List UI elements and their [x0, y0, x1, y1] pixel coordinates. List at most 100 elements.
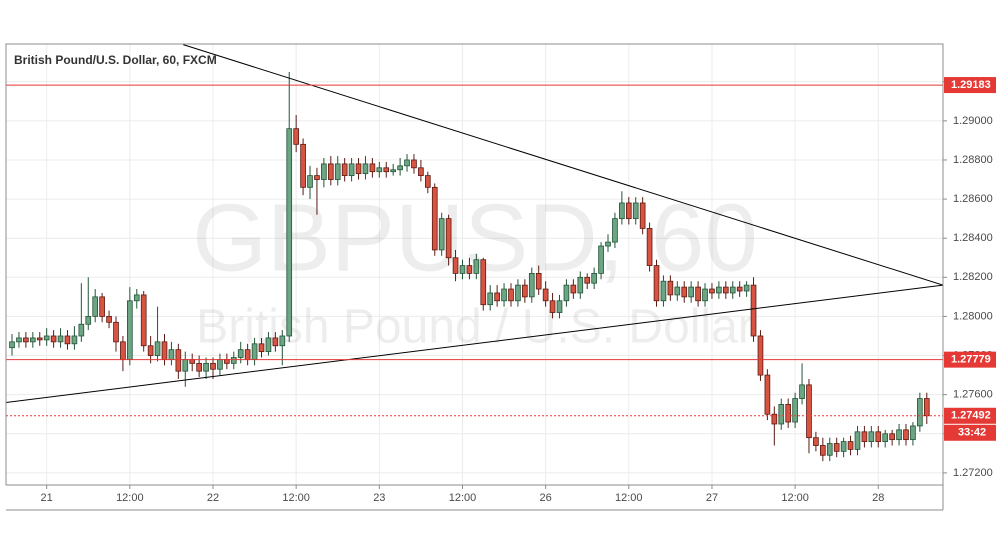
candle-body: [716, 286, 722, 294]
candle-body: [106, 316, 112, 323]
candle-body: [272, 337, 279, 347]
candle-body: [57, 335, 64, 343]
x-tick-label: 12:00: [781, 492, 809, 504]
candle-body: [120, 341, 126, 360]
candle-body: [334, 163, 341, 180]
candle-body: [501, 288, 507, 302]
candle-body: [113, 321, 119, 343]
candle-body: [591, 272, 597, 284]
candle-body: [820, 445, 826, 456]
candle-body: [549, 300, 556, 313]
candle-body: [78, 323, 85, 337]
candle-body: [314, 175, 320, 180]
candle-body: [341, 163, 348, 177]
y-tick-label: 1.28800: [953, 154, 993, 166]
candle-body: [584, 276, 591, 284]
candle-body: [882, 433, 889, 442]
candle-body: [9, 341, 15, 349]
candle-body: [722, 286, 729, 294]
x-tick-label: 28: [872, 492, 884, 504]
price-level-box: [944, 351, 996, 368]
candle-body: [244, 349, 251, 360]
candle-body: [390, 169, 397, 173]
candle-body: [792, 398, 798, 423]
candle-body: [355, 163, 362, 175]
candle-body: [840, 441, 847, 452]
candle-body: [771, 413, 778, 425]
candle-body: [799, 384, 805, 399]
x-tick-label: 12:00: [116, 492, 144, 504]
candle-body: [404, 159, 410, 167]
candle-body: [910, 425, 916, 441]
candle-body: [542, 288, 549, 302]
candle-body: [321, 163, 327, 180]
candle-body: [459, 265, 466, 274]
candle-body: [688, 286, 694, 298]
candle-body: [889, 433, 895, 441]
candle-body: [307, 175, 313, 188]
candle-body: [431, 186, 438, 251]
candle-body: [702, 288, 708, 302]
price-level-label: 1.29183: [951, 79, 991, 91]
candle-body: [300, 143, 306, 188]
candle-body: [577, 276, 584, 294]
candle-body: [182, 359, 189, 372]
x-tick-label: 23: [373, 492, 385, 504]
candle-body: [695, 286, 701, 302]
trend-line: [6, 284, 943, 403]
x-tick-label: 22: [207, 492, 219, 504]
candle-body: [785, 404, 792, 423]
y-tick-label: 1.28600: [953, 193, 993, 205]
candle-body: [411, 159, 417, 169]
candle-body: [826, 443, 833, 456]
x-tick-label: 21: [41, 492, 53, 504]
candle-body: [196, 362, 202, 372]
candle-body: [868, 431, 875, 442]
candle-body: [660, 280, 667, 302]
candle-body: [279, 335, 286, 347]
candle-body: [210, 362, 216, 370]
candle-body: [327, 163, 334, 180]
candle-body: [438, 218, 445, 251]
candle-body: [854, 431, 861, 450]
axes: 1.272001.274001.276001.278001.280001.282…: [41, 76, 996, 504]
candle-body: [258, 343, 265, 353]
candle-body: [563, 284, 570, 302]
candle-body: [757, 335, 764, 376]
candle-body: [237, 349, 244, 358]
candle-body: [480, 259, 487, 306]
candle-body: [348, 163, 355, 177]
candle-body: [667, 280, 674, 296]
candle-body: [681, 286, 688, 298]
candle-body: [286, 128, 293, 337]
candle-body: [217, 359, 223, 370]
candle-body: [29, 337, 36, 343]
candle-body: [806, 384, 812, 439]
candle-body: [175, 349, 182, 372]
candle-body: [99, 296, 105, 317]
candle-body: [813, 437, 819, 446]
candle-body: [709, 288, 715, 294]
candle-body: [133, 294, 140, 302]
candle-body: [425, 175, 431, 188]
plot-area: [6, 44, 943, 462]
y-tick-label: 1.29000: [953, 115, 993, 127]
candle-body: [23, 337, 29, 343]
candle-body: [445, 218, 452, 259]
candle-body: [293, 128, 299, 145]
candle-body: [833, 443, 840, 452]
candle-body: [605, 241, 611, 247]
candle-body: [522, 284, 528, 298]
candle-body: [764, 374, 771, 415]
candle-body: [85, 316, 92, 325]
candle-body: [127, 300, 133, 360]
candle-body: [847, 441, 854, 450]
candle-body: [36, 337, 43, 341]
candle-body: [736, 286, 743, 292]
x-tick-label: 12:00: [282, 492, 310, 504]
candle-body: [161, 341, 168, 360]
candle-body: [466, 265, 473, 274]
candle-body: [369, 163, 376, 173]
